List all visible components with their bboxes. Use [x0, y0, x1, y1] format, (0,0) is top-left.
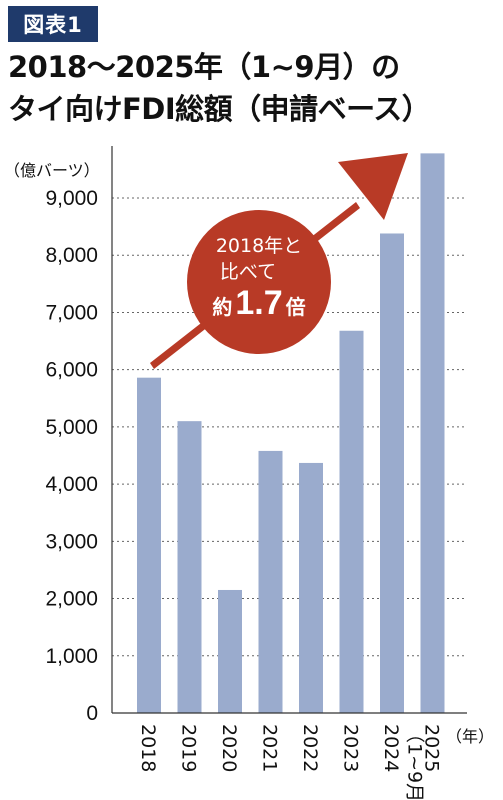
- y-tick-label: 4,000: [45, 473, 98, 496]
- x-tick-label: 2019: [178, 724, 200, 772]
- chart-title: 2018〜2025年（1~9月）の タイ向けFDI総額（申請ベース）: [8, 46, 498, 130]
- y-axis-label: （億バーツ）: [4, 161, 100, 180]
- bars: [137, 153, 445, 713]
- trend-arrow-head: [338, 153, 408, 220]
- x-axis-label: （年）: [446, 727, 494, 746]
- callout-circle-bg: [187, 210, 331, 354]
- x-tick-labels: 2018 2019 2020 2021 2022 2023 2024 2025（1~9月）: [137, 724, 443, 800]
- figure-badge: 図表1: [8, 6, 98, 42]
- title-line-2: タイ向けFDI総額（申請ベース）: [8, 92, 431, 126]
- x-tick-label: 2022: [299, 724, 321, 772]
- y-tick-label: 5,000: [45, 416, 98, 439]
- bar: [339, 330, 364, 713]
- x-tick-label: 2021: [259, 724, 281, 772]
- callout-multiplier: 約1.7 倍: [212, 284, 305, 322]
- x-tick-label: 2025: [421, 724, 443, 772]
- x-tick-label: 2023: [340, 724, 362, 772]
- y-tick-label: 2,000: [45, 588, 98, 611]
- x-tick-sublabel: （1~9月）: [404, 724, 426, 800]
- title-line-1: 2018〜2025年（1~9月）の: [8, 50, 400, 84]
- bar: [420, 153, 445, 713]
- bar: [380, 233, 404, 713]
- callout-circle: 2018年と 比べて 約1.7 倍: [187, 210, 331, 354]
- y-tick-label: 8,000: [45, 244, 98, 267]
- callout-suffix: 倍: [286, 295, 306, 319]
- bar: [177, 421, 202, 713]
- bar: [218, 589, 242, 713]
- y-tick-label: 0: [86, 702, 98, 725]
- gridlines: [112, 197, 467, 657]
- y-tick-label: 3,000: [45, 530, 98, 553]
- callout-prefix: 約: [212, 295, 232, 319]
- x-tick-label: 2024: [380, 724, 402, 772]
- bar: [299, 462, 323, 713]
- bar: [137, 377, 161, 713]
- y-tick-label: 7,000: [45, 301, 98, 324]
- callout-line-1: 2018年と: [216, 235, 302, 257]
- x-tick-label: 2020: [218, 724, 240, 772]
- x-tick-label: 2018: [137, 724, 159, 772]
- callout-line-2: 比べて: [220, 261, 276, 283]
- callout-value: 1.7: [235, 284, 282, 322]
- y-tick-label: 1,000: [45, 645, 98, 668]
- y-tick-label: 9,000: [45, 187, 98, 210]
- y-tick-labels: 0 1,000 2,000 3,000 4,000 5,000 6,000 7,000 8,00…: [45, 187, 98, 725]
- y-tick-label: 6,000: [45, 359, 98, 382]
- bar: [258, 450, 283, 713]
